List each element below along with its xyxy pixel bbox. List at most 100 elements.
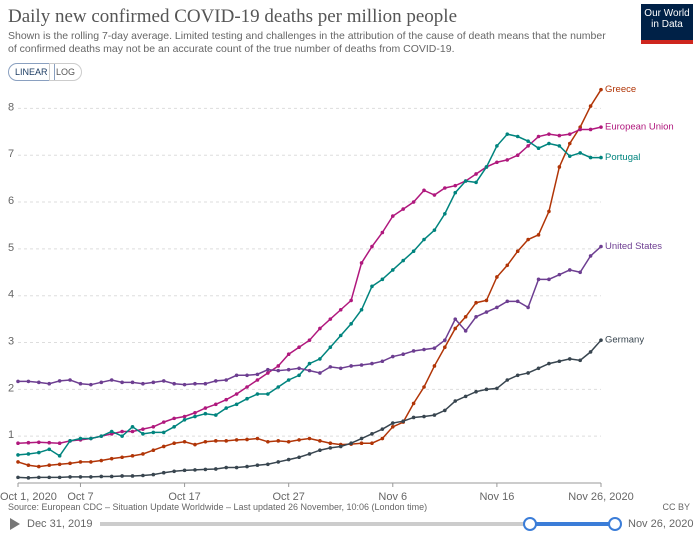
series-label: United States — [605, 241, 662, 252]
data-point — [286, 378, 291, 382]
data-point — [307, 436, 312, 441]
data-point — [109, 378, 114, 382]
data-point — [141, 432, 145, 436]
data-point — [16, 460, 20, 464]
data-point — [68, 439, 72, 443]
data-point — [370, 432, 374, 436]
data-point — [37, 475, 41, 480]
data-point — [380, 359, 385, 364]
data-point — [536, 134, 541, 139]
data-point — [26, 452, 31, 456]
data-point — [182, 468, 187, 473]
data-point — [474, 300, 478, 305]
data-point — [318, 326, 322, 331]
data-point — [47, 463, 52, 468]
data-point — [276, 368, 281, 373]
data-point — [255, 463, 260, 468]
data-point — [578, 270, 582, 275]
series-line — [17, 89, 602, 468]
data-point — [484, 298, 489, 303]
data-point — [526, 139, 530, 143]
data-point — [495, 275, 499, 279]
data-point — [370, 441, 374, 446]
data-point — [474, 314, 478, 319]
data-point — [297, 345, 301, 350]
timeline-handle[interactable] — [523, 517, 537, 531]
chart-title: Daily new confirmed COVID-19 deaths per … — [8, 6, 458, 27]
data-point — [68, 461, 72, 466]
data-point — [536, 277, 541, 282]
data-point — [286, 439, 291, 444]
data-point — [588, 127, 593, 132]
data-point — [380, 230, 385, 235]
y-tick-label: 6 — [8, 195, 14, 207]
data-point — [505, 378, 510, 382]
data-point — [505, 263, 510, 268]
data-point — [536, 146, 541, 151]
data-point — [57, 475, 62, 480]
data-point — [234, 438, 239, 442]
data-point — [245, 437, 249, 442]
data-point — [224, 465, 229, 470]
data-point — [203, 381, 208, 386]
series-label: Portugal — [605, 152, 640, 163]
data-point — [130, 454, 135, 458]
data-point — [338, 333, 343, 338]
data-point — [182, 417, 187, 422]
data-point — [411, 349, 416, 353]
data-point — [68, 378, 72, 382]
data-point — [328, 446, 333, 450]
timeline-handle[interactable] — [608, 517, 622, 531]
data-point — [203, 411, 208, 416]
data-point — [214, 379, 218, 383]
data-point — [515, 299, 520, 304]
data-point — [151, 430, 156, 435]
play-button[interactable] — [10, 518, 20, 530]
data-point — [578, 127, 582, 132]
data-point — [495, 386, 499, 391]
data-point — [328, 441, 333, 446]
data-point — [141, 427, 145, 431]
x-tick-label: Oct 27 — [272, 491, 304, 503]
data-point — [567, 154, 572, 158]
data-point — [78, 436, 83, 441]
data-point — [193, 414, 197, 419]
data-point — [318, 439, 322, 443]
x-tick-label: Oct 17 — [168, 491, 200, 503]
data-point — [193, 468, 197, 472]
license: CC BY — [662, 502, 690, 512]
data-point — [401, 419, 405, 423]
data-point — [47, 381, 52, 386]
data-point — [370, 361, 374, 366]
data-point — [588, 155, 593, 160]
data-point — [161, 444, 166, 449]
data-point — [599, 87, 603, 92]
data-point — [349, 298, 353, 303]
data-point — [203, 439, 208, 444]
data-point — [214, 439, 218, 443]
data-point — [266, 392, 270, 396]
data-point — [432, 364, 437, 368]
scale-button[interactable]: LOG — [49, 63, 83, 81]
logo[interactable]: Our World in Data — [641, 4, 693, 44]
data-point — [588, 350, 593, 354]
data-point — [557, 272, 562, 277]
data-point — [57, 441, 62, 446]
data-point — [390, 354, 395, 359]
data-point — [266, 367, 270, 372]
data-point — [432, 346, 437, 350]
data-point — [16, 475, 20, 480]
data-point — [380, 436, 385, 441]
data-point — [172, 416, 176, 421]
data-point — [567, 268, 572, 272]
data-point — [432, 228, 437, 232]
x-tick-label: Nov 6 — [378, 491, 407, 503]
data-point — [599, 244, 603, 249]
timeline-end: Nov 26, 2020 — [628, 518, 693, 530]
y-tick-label: 7 — [8, 148, 14, 160]
data-point — [234, 392, 239, 396]
data-point — [526, 237, 530, 242]
data-point — [68, 475, 72, 479]
data-point — [547, 132, 551, 136]
data-point — [557, 359, 562, 364]
